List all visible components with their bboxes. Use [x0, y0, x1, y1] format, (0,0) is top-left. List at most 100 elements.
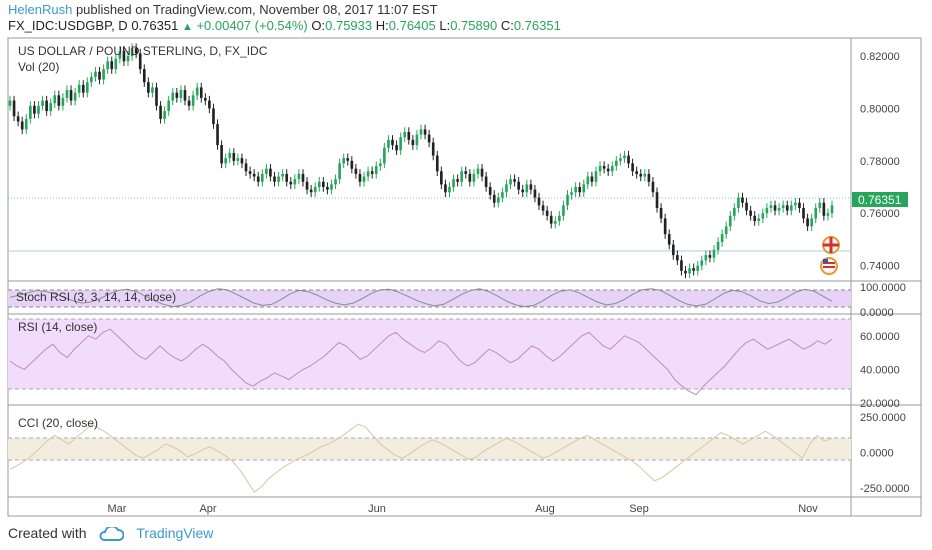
- candle-body: [789, 205, 793, 211]
- candle-body: [195, 87, 199, 96]
- candle-body: [232, 152, 236, 161]
- candle-body: [134, 48, 138, 54]
- high-value: 0.76405: [388, 18, 436, 33]
- candle-body: [615, 160, 618, 167]
- indicator-tick-label: 250.0000: [860, 412, 906, 424]
- candle-body: [562, 205, 565, 216]
- uk-flag-icon[interactable]: [822, 236, 840, 254]
- candle-body: [810, 218, 813, 227]
- candle-body: [501, 192, 504, 198]
- candle-body: [98, 71, 101, 80]
- candle-body: [798, 202, 801, 208]
- candle-body: [639, 173, 643, 177]
- candle-body: [41, 100, 44, 106]
- open-label: O:: [311, 18, 326, 33]
- candle-body: [293, 179, 297, 185]
- chart-area[interactable]: 0.82000 0.80000 0.78000 0.76000 0.74000 Mar Ap…: [0, 0, 932, 522]
- indicator-tick-label: 40.0000: [860, 364, 900, 376]
- candle-body: [720, 234, 724, 243]
- candle-body: [794, 202, 797, 206]
- time-tick-label: Aug: [535, 503, 555, 515]
- candle-body: [574, 187, 577, 193]
- candle-body: [452, 179, 455, 188]
- indicator-tick-label: 20.0000: [860, 398, 900, 410]
- candle-body: [692, 268, 695, 271]
- us-flag-icon[interactable]: [820, 257, 838, 275]
- candle-body: [594, 171, 598, 182]
- close-label: C:: [500, 18, 514, 33]
- candle-body: [529, 184, 533, 190]
- candle-body: [814, 207, 818, 219]
- tradingview-link[interactable]: TradingView: [136, 525, 214, 541]
- candle-body: [204, 97, 207, 101]
- candle-body: [627, 155, 630, 164]
- axis-labels: 0.82000 0.80000 0.78000 0.76000 0.74000 Mar Ap…: [108, 51, 910, 515]
- candle-body: [545, 210, 549, 216]
- indicator-tick-label: -250.0000: [860, 483, 910, 495]
- price-tick-label: 0.74000: [860, 261, 900, 273]
- candle-body: [342, 158, 346, 164]
- candle-body: [549, 215, 553, 224]
- volume-label: Vol (20): [18, 60, 59, 74]
- candle-body: [684, 270, 687, 274]
- candle-body: [521, 189, 525, 193]
- candle-body: [590, 176, 594, 182]
- candle-body: [57, 95, 61, 106]
- candle-body: [696, 265, 700, 271]
- candle-body: [566, 194, 569, 206]
- main-chart-title: US DOLLAR / POUND STERLING, D, FX_IDC: [18, 44, 268, 58]
- candle-body: [208, 100, 211, 109]
- candle-body: [423, 129, 427, 135]
- candle-body: [130, 48, 134, 57]
- candle-body: [212, 108, 215, 125]
- candle-body: [680, 260, 683, 271]
- candle-body: [582, 184, 586, 193]
- stoch-band: [8, 290, 851, 307]
- candle-body: [419, 129, 423, 135]
- price-tick-label: 0.76000: [860, 208, 900, 220]
- candle-body: [350, 160, 354, 169]
- candle-body: [818, 202, 822, 208]
- symbol-label: FX_IDC:USDGBP, D: [8, 18, 128, 33]
- candle-body: [737, 197, 740, 208]
- candle-body: [488, 187, 492, 195]
- low-label: L:: [439, 18, 451, 33]
- candle-body: [733, 207, 736, 216]
- candle-body: [281, 173, 284, 177]
- candle-body: [496, 197, 500, 203]
- candle-body: [435, 155, 439, 172]
- candle-body: [142, 69, 146, 83]
- time-tick-label: Nov: [798, 503, 818, 515]
- candle-body: [322, 181, 325, 188]
- candle-body: [199, 87, 203, 98]
- candle-body: [407, 131, 411, 140]
- candle-body: [781, 205, 785, 208]
- candle-body: [24, 118, 28, 130]
- change-value: +0.00407 (+0.54%): [196, 18, 308, 33]
- candle-body: [517, 181, 520, 190]
- candle-body: [472, 173, 476, 182]
- candle-body: [163, 111, 166, 119]
- candle-body: [12, 100, 16, 117]
- candle-body: [102, 69, 105, 80]
- candle-body: [147, 82, 150, 93]
- chart-frame: [7, 37, 922, 517]
- candle-body: [285, 173, 289, 182]
- candle-body: [252, 173, 256, 177]
- candle-body: [289, 181, 293, 185]
- candle-body: [387, 139, 390, 148]
- author-link[interactable]: HelenRush: [8, 2, 73, 17]
- candle-body: [45, 100, 48, 112]
- price-tick-label: 0.82000: [860, 51, 900, 63]
- candle-body: [175, 92, 179, 98]
- candle-body: [765, 207, 769, 214]
- candle-body: [741, 197, 744, 203]
- candle-body: [118, 50, 122, 59]
- candle-body: [708, 255, 712, 258]
- candle-body: [492, 194, 496, 203]
- candle-body: [749, 210, 752, 216]
- candle-body: [399, 137, 402, 151]
- candle-body: [8, 100, 12, 106]
- candle-body: [826, 213, 830, 216]
- created-with-text: Created with: [8, 525, 87, 541]
